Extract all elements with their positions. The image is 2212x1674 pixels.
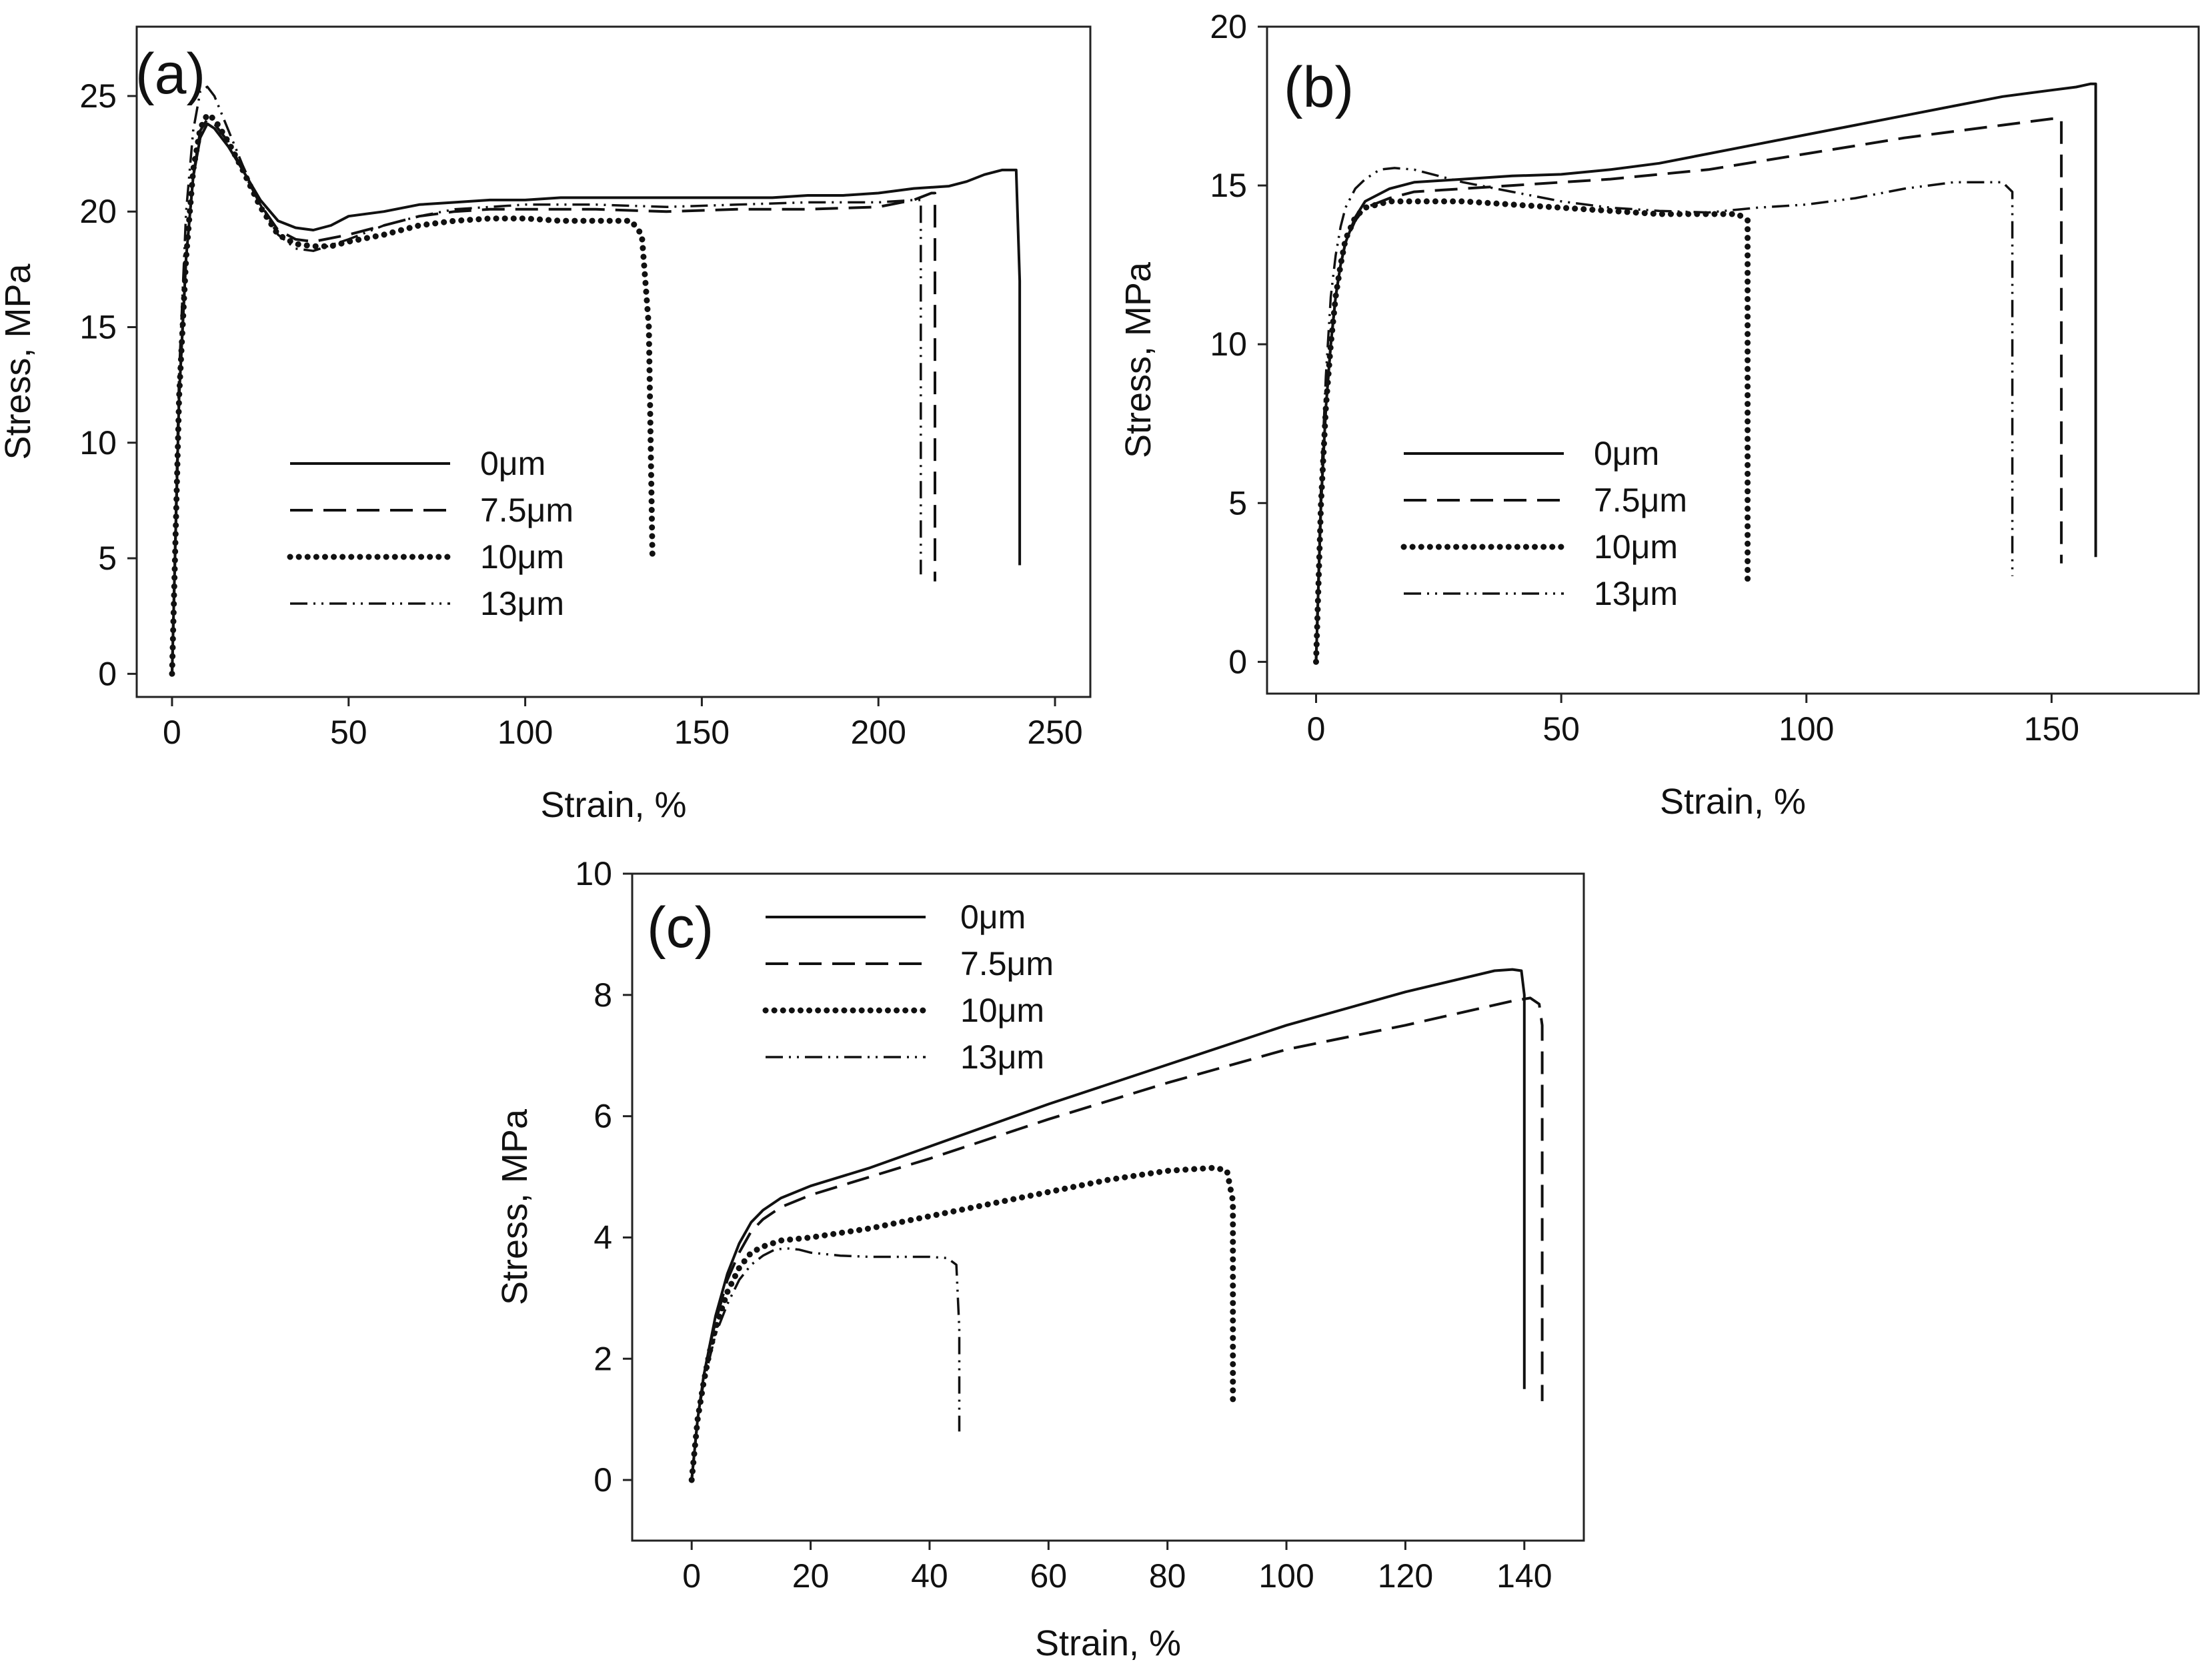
legend-label: 7.5μm bbox=[1594, 482, 1687, 519]
chart-panel-2: 0 50 100 150 0 5 10 15 20 Strain, % Stress, MPa (b)… bbox=[1118, 8, 2200, 822]
y-tick-label: 0 bbox=[1228, 643, 1247, 680]
x-tick-label: 40 bbox=[911, 1557, 948, 1595]
legend-label: 7.5μm bbox=[960, 945, 1054, 982]
x-tick-label: 0 bbox=[682, 1557, 701, 1595]
series-line-dashdotdot bbox=[690, 1247, 961, 1481]
y-tick-label: 25 bbox=[79, 77, 117, 115]
x-tick-label: 250 bbox=[1027, 714, 1082, 751]
legend-label: 0μm bbox=[960, 898, 1026, 936]
legend-label: 13μm bbox=[1594, 575, 1678, 612]
y-tick-label: 20 bbox=[1210, 8, 1247, 45]
x-axis-label: Strain, % bbox=[540, 785, 686, 825]
series-line-solid bbox=[690, 968, 1526, 1481]
panel-label: (c) bbox=[647, 896, 714, 960]
y-axis-label: Stress, MPa bbox=[0, 263, 38, 460]
chart-panel-3: 0 20 40 60 80 100 120 140 0 2 4 6 8 10 Strain, % Stress… bbox=[495, 855, 1585, 1663]
x-axis-label: Strain, % bbox=[1035, 1623, 1181, 1663]
legend-label: 7.5μm bbox=[480, 492, 574, 529]
plot-frame bbox=[631, 872, 1585, 1542]
legend-label: 10μm bbox=[960, 992, 1044, 1029]
series-line-solid bbox=[171, 122, 1022, 674]
x-tick-label: 120 bbox=[1378, 1557, 1433, 1595]
y-tick-label: 10 bbox=[575, 855, 612, 892]
x-tick-label: 150 bbox=[2024, 710, 2079, 748]
y-tick-label: 10 bbox=[1210, 325, 1247, 363]
x-tick-label: 100 bbox=[497, 714, 553, 751]
series-line-dashed bbox=[1314, 117, 2063, 662]
x-tick-label: 140 bbox=[1496, 1557, 1552, 1595]
series-line-dotted bbox=[1313, 198, 1751, 665]
legend-label: 10μm bbox=[1594, 528, 1678, 566]
x-tick-label: 80 bbox=[1149, 1557, 1186, 1595]
y-tick-label: 15 bbox=[1210, 167, 1247, 204]
y-tick-label: 4 bbox=[594, 1218, 612, 1256]
x-tick-label: 200 bbox=[851, 714, 906, 751]
legend-label: 10μm bbox=[480, 538, 564, 576]
series-line-dotted bbox=[169, 111, 656, 677]
x-tick-label: 50 bbox=[1542, 710, 1580, 748]
panel-label: (a) bbox=[135, 42, 205, 106]
series-line-dashed bbox=[690, 996, 1544, 1481]
y-tick-label: 20 bbox=[79, 193, 117, 230]
y-tick-label: 0 bbox=[594, 1461, 612, 1499]
y-tick-label: 5 bbox=[98, 540, 117, 577]
chart-panel-1: 0 50 100 150 200 250 0 5 10 15 20 25 Strain, % Stress… bbox=[0, 25, 1092, 825]
legend-label: 0μm bbox=[1594, 435, 1659, 472]
x-tick-label: 0 bbox=[1307, 710, 1326, 748]
x-tick-label: 100 bbox=[1779, 710, 1834, 748]
x-tick-label: 20 bbox=[792, 1557, 830, 1595]
legend-label: 0μm bbox=[480, 445, 545, 482]
x-axis-label: Strain, % bbox=[1660, 782, 1806, 822]
series-line-dashdotdot bbox=[1314, 167, 2014, 662]
x-tick-label: 60 bbox=[1030, 1557, 1068, 1595]
x-tick-label: 50 bbox=[330, 714, 367, 751]
legend-label: 13μm bbox=[480, 585, 564, 622]
y-tick-label: 6 bbox=[594, 1098, 612, 1135]
y-axis-label: Stress, MPa bbox=[1118, 261, 1158, 458]
plot-frame bbox=[135, 25, 1092, 698]
legend-label: 13μm bbox=[960, 1038, 1044, 1076]
x-tick-label: 0 bbox=[163, 714, 181, 751]
y-tick-label: 15 bbox=[79, 309, 117, 346]
panel-label: (b) bbox=[1284, 55, 1354, 119]
plot-frame bbox=[1266, 25, 2200, 695]
x-tick-label: 150 bbox=[674, 714, 730, 751]
x-tick-label: 100 bbox=[1258, 1557, 1314, 1595]
y-tick-label: 8 bbox=[594, 976, 612, 1014]
series-line-dotted bbox=[688, 1164, 1236, 1483]
series-line-dashdotdot bbox=[171, 85, 922, 674]
y-tick-label: 10 bbox=[79, 424, 117, 462]
y-tick-label: 5 bbox=[1228, 484, 1247, 522]
y-tick-label: 0 bbox=[98, 655, 117, 692]
y-tick-label: 2 bbox=[594, 1340, 612, 1377]
y-axis-label: Stress, MPa bbox=[495, 1108, 535, 1305]
